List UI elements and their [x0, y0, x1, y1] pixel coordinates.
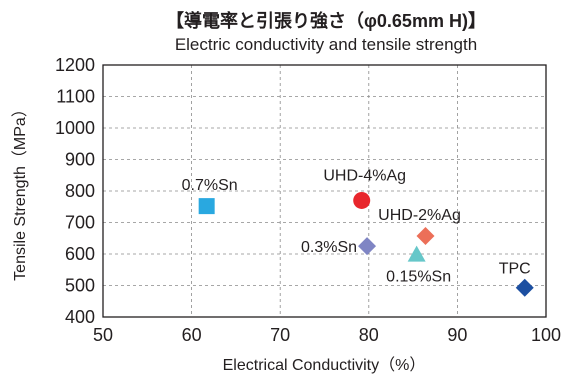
y-tick-label: 1000	[55, 118, 95, 138]
data-point-circle	[353, 191, 371, 209]
x-tick-label: 50	[93, 325, 113, 345]
grid	[103, 65, 546, 317]
chart-title: 【導電率と引張り強さ（φ0.65mm H)】	[166, 10, 486, 31]
data-label: UHD-4%Ag	[323, 167, 406, 184]
y-tick-label: 800	[65, 181, 95, 201]
y-tick-label: 500	[65, 276, 95, 296]
data-point-diamond	[515, 278, 534, 297]
x-tick-label: 70	[270, 325, 290, 345]
y-tick-label: 900	[65, 150, 95, 170]
y-tick-label: 700	[65, 213, 95, 233]
x-axis-label: Electrical Conductivity（%）	[223, 356, 426, 374]
data-labels: 0.7%Sn UHD-4%Ag UHD-2%Ag 0.3%Sn 0.15%Sn TPC	[182, 167, 531, 285]
data-point-triangle	[407, 245, 426, 262]
data-point-square	[198, 198, 215, 215]
chart-subtitle: Electric conductivity and tensile streng…	[175, 35, 477, 54]
data-points	[198, 191, 534, 297]
x-tick-label: 90	[447, 325, 467, 345]
y-tick-label: 400	[65, 307, 95, 327]
data-point-diamond	[358, 237, 377, 256]
tick-labels: 50 60 70 80 90 100 400 500 600 700 800 900 1000 1100 1…	[55, 55, 561, 345]
data-label: 0.15%Sn	[386, 269, 451, 286]
data-label: 0.3%Sn	[301, 239, 357, 256]
data-point-diamond	[416, 227, 435, 246]
x-tick-label: 80	[359, 325, 379, 345]
y-tick-label: 1100	[56, 87, 95, 107]
plot-frame	[102, 64, 547, 318]
data-label: TPC	[499, 261, 531, 278]
x-tick-label: 100	[531, 325, 561, 345]
data-label: 0.7%Sn	[182, 177, 238, 194]
y-tick-label: 600	[65, 244, 95, 264]
y-axis-label: Tensile Strength（MPa）	[11, 101, 29, 281]
data-label: UHD-2%Ag	[378, 207, 461, 224]
x-tick-label: 60	[182, 325, 202, 345]
y-tick-label: 1200	[55, 55, 95, 75]
